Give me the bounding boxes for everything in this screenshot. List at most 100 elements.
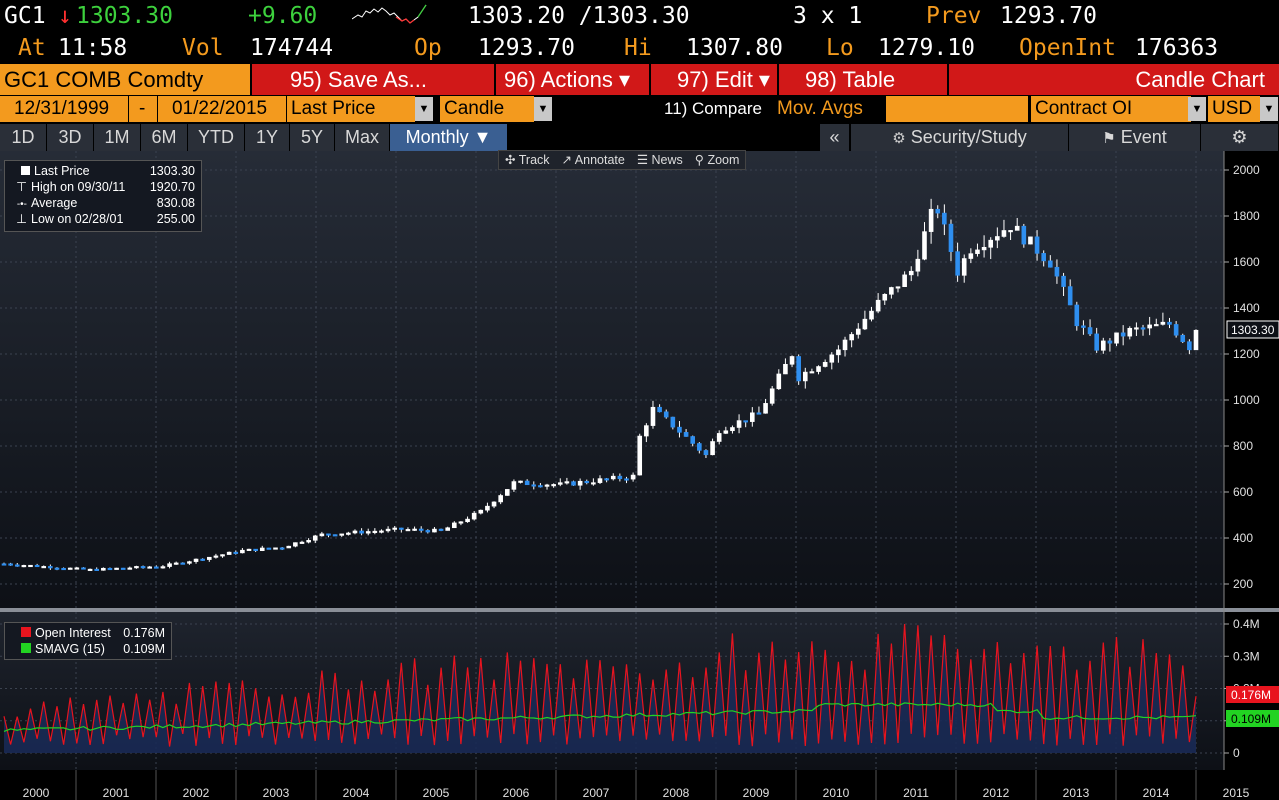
candle-down [1140, 324, 1146, 336]
chart-canvas[interactable]: 2000 1800 1600 1400 1200 1000 800 600 400 200 0.4M… [0, 151, 1279, 800]
period-ytd-button[interactable]: YTD [188, 124, 245, 151]
candle-up [577, 478, 583, 490]
candle-up [246, 548, 252, 551]
candle-body [412, 528, 417, 531]
x-tick-label: 2011 [903, 786, 929, 800]
candle-up [869, 306, 874, 322]
period-1m-button[interactable]: 1M [94, 124, 141, 151]
x-axis-strip [0, 770, 1279, 800]
candle-body [1014, 225, 1020, 231]
lower-study-dropdown-icon[interactable]: ▼ [1188, 97, 1206, 121]
candle-body [365, 531, 371, 534]
hi-label: Hi [624, 35, 652, 61]
lower-study-select[interactable]: Contract OI [1031, 96, 1191, 122]
oi-legend[interactable]: Open Interest 0.176M SMAVG (15) 0.109M [4, 622, 172, 660]
candle-up [902, 271, 907, 288]
currency-dropdown-icon[interactable]: ▼ [1260, 97, 1278, 121]
annotate-tool[interactable]: ↗ Annotate [561, 153, 625, 167]
candle-body [716, 433, 722, 442]
y-tick-label: 2000 [1233, 163, 1260, 177]
chart-name-button[interactable]: Candle Chart [949, 64, 1279, 95]
candle-down [1034, 230, 1040, 261]
candle-down [1021, 223, 1027, 248]
periodicity-dropdown[interactable]: Monthly ▼ [390, 124, 508, 151]
chart-type-dropdown-icon[interactable]: ▼ [534, 97, 552, 121]
event-label: Event [1120, 127, 1167, 147]
legend-label: Low on 02/28/01 [31, 212, 124, 226]
period-1y-button[interactable]: 1Y [245, 124, 290, 151]
op-value: 1293.70 [478, 35, 575, 61]
candle-body [1001, 230, 1007, 237]
candle-down [1180, 333, 1186, 344]
x-tick-label: 2015 [1223, 786, 1250, 800]
candle-up [173, 561, 179, 565]
candle-up [339, 533, 345, 537]
candle-up [319, 531, 325, 537]
zoom-tool[interactable]: ⚲ Zoom [694, 153, 740, 167]
news-tool-label: News [651, 153, 683, 167]
candle-up [789, 355, 795, 368]
currency-select[interactable]: USD [1208, 96, 1260, 122]
candle-body [1140, 327, 1146, 330]
legend-high: ⊤ High on 09/30/11 1920.70 [9, 179, 195, 195]
period-3d-button[interactable]: 3D [47, 124, 94, 151]
event-button[interactable]: ⚑ Event [1069, 124, 1201, 151]
candle-body [319, 533, 325, 537]
candle-body [458, 521, 464, 524]
news-tool[interactable]: ☰ News [636, 153, 683, 167]
period-5y-button[interactable]: 5Y [290, 124, 335, 151]
candle-down [617, 473, 623, 482]
candle-up [637, 433, 643, 476]
candle-body [220, 554, 225, 557]
price-field-dropdown-icon[interactable]: ▼ [415, 97, 433, 121]
candle-body [889, 287, 894, 295]
compare-button[interactable]: 11) Compare [664, 96, 762, 122]
mov-avgs-field[interactable]: Mov. Avgs [773, 96, 885, 122]
candle-down [1, 562, 7, 566]
candle-up [975, 243, 980, 257]
period-1d-button[interactable]: 1D [0, 124, 47, 151]
chart-tools-bar: ✣ Track ↗ Annotate ☰ News ⚲ Zoom [498, 150, 747, 170]
pane-divider[interactable] [0, 608, 1279, 612]
security-field[interactable]: GC1 COMB Comdty [0, 64, 250, 95]
security-study-button[interactable]: ⚙ Security/Study [851, 124, 1069, 151]
candle-body [802, 371, 808, 382]
candle-body [597, 478, 603, 483]
prev-label: Prev [926, 3, 982, 29]
chart-type-select[interactable]: Candle [440, 96, 534, 122]
collapse-panel-button[interactable]: « [820, 124, 850, 151]
legend-low: ⊥ Low on 02/28/01 255.00 [9, 211, 195, 227]
price-legend[interactable]: Last Price 1303.30 ⊤ High on 09/30/11 192… [4, 160, 202, 232]
price-field-select[interactable]: Last Price [287, 96, 415, 122]
candle-body [253, 548, 258, 551]
candle-body [127, 567, 133, 570]
candle-down [796, 354, 801, 385]
period-max-button[interactable]: Max [335, 124, 390, 151]
period-6m-button[interactable]: 6M [141, 124, 188, 151]
save-as-button[interactable]: 95) Save As... [252, 64, 496, 95]
candle-up [312, 534, 318, 544]
edit-menu-button[interactable]: 97) Edit ▾ [651, 64, 779, 95]
mov-avgs-input[interactable] [886, 96, 1028, 122]
candle-body [1061, 275, 1066, 287]
candle-body [1127, 327, 1133, 337]
y-tick-label: 1800 [1233, 209, 1260, 223]
track-tool[interactable]: ✣ Track [505, 153, 550, 167]
last-price-tag-text: 1303.30 [1231, 323, 1275, 337]
legend-label: SMAVG (15) [35, 642, 105, 656]
candle-up [365, 528, 371, 536]
y-tick-label: 200 [1233, 577, 1253, 591]
table-button[interactable]: 98) Table [779, 64, 949, 95]
candle-body [557, 482, 563, 485]
track-tool-label: Track [518, 153, 550, 167]
candle-up [465, 516, 470, 523]
gear-icon[interactable]: ⚙ [1201, 124, 1279, 151]
end-date-field[interactable]: 01/22/2015 [158, 96, 286, 122]
actions-menu-button[interactable]: 96) Actions ▾ [496, 64, 651, 95]
candle-body [842, 339, 848, 351]
candle-up [822, 359, 828, 368]
candle-body [703, 450, 709, 456]
candle-down [399, 527, 404, 533]
chart-settings-row: 12/31/1999 - 01/22/2015 Last Price ▼ Can… [0, 96, 1279, 122]
start-date-field[interactable]: 12/31/1999 [0, 96, 128, 122]
